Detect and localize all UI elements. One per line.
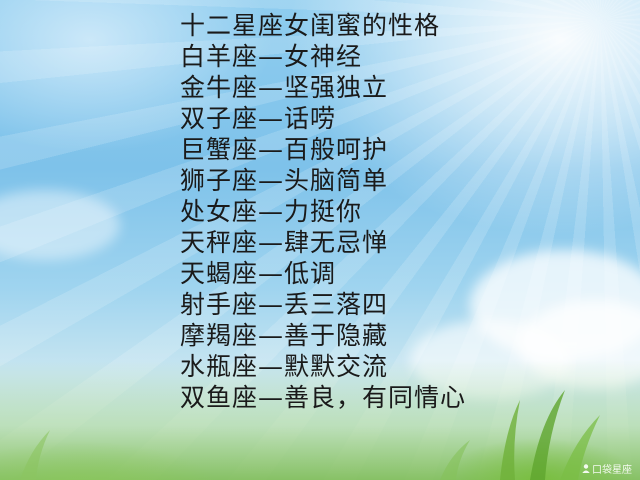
list-item: 处女座—力挺你 bbox=[180, 197, 363, 226]
list-item: 摩羯座—善于隐藏 bbox=[180, 321, 389, 350]
list-item: 双鱼座—善良，有同情心 bbox=[180, 383, 467, 412]
watermark: 口袋星座 bbox=[582, 461, 632, 476]
grass-field bbox=[0, 360, 640, 480]
cloud bbox=[0, 190, 120, 260]
list-item: 天蝎座—低调 bbox=[180, 259, 337, 288]
list-item: 金牛座—坚强独立 bbox=[180, 73, 389, 102]
list-item: 白羊座—女神经 bbox=[180, 42, 363, 71]
watermark-text: 口袋星座 bbox=[592, 465, 632, 476]
text-list: 十二星座女闺蜜的性格 白羊座—女神经 金牛座—坚强独立 双子座—话唠 巨蟹座—百… bbox=[180, 10, 466, 413]
list-item: 双子座—话唠 bbox=[180, 104, 337, 133]
list-item: 巨蟹座—百般呵护 bbox=[180, 135, 389, 164]
grass-blades bbox=[20, 390, 600, 480]
list-item: 狮子座—头脑简单 bbox=[180, 166, 389, 195]
list-item: 水瓶座—默默交流 bbox=[180, 352, 389, 381]
user-icon bbox=[582, 464, 590, 473]
list-item: 射手座—丢三落四 bbox=[180, 290, 389, 319]
list-item: 天秤座—肆无忌惮 bbox=[180, 228, 389, 257]
page-title: 十二星座女闺蜜的性格 bbox=[180, 11, 441, 40]
